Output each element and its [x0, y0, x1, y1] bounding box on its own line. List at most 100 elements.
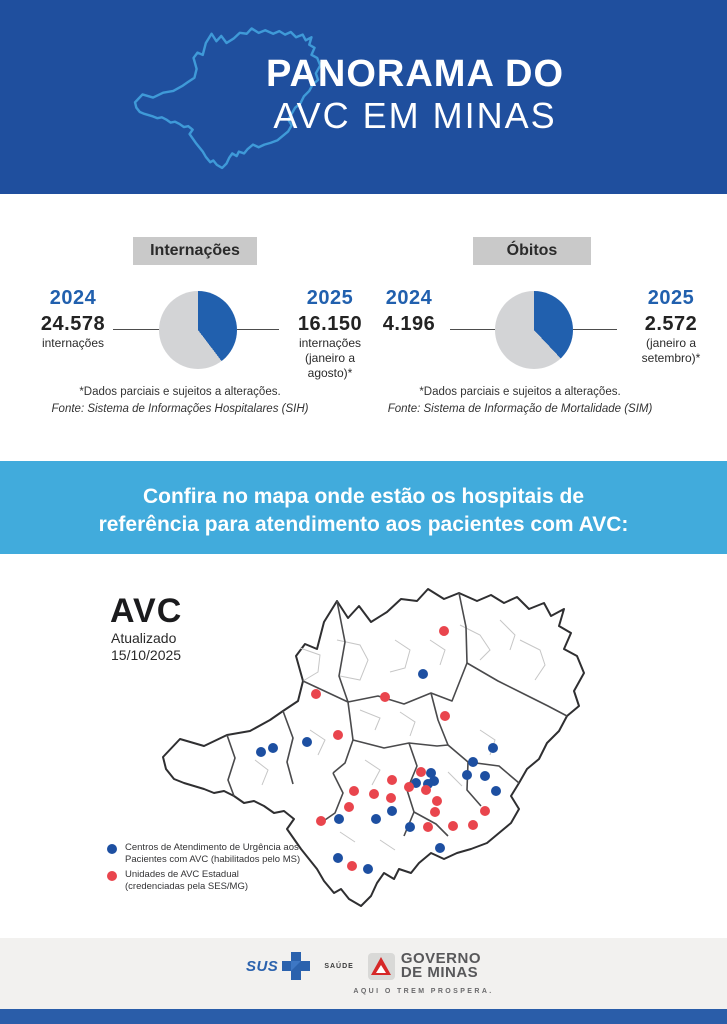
blue-hospital-dot: [405, 822, 415, 832]
internacoes-2024-year: 2024: [49, 287, 97, 309]
bottom-blue-bar: [0, 1009, 727, 1024]
blue-hospital-dot: [426, 768, 436, 778]
legend-unidades-line2: (credenciadas pela SES/MG): [125, 880, 249, 892]
blue-hospital-dot: [468, 757, 478, 767]
map-intro-text: Confira no mapa onde estão os hospitais …: [0, 483, 727, 539]
blue-hospital-dot: [334, 814, 344, 824]
legend-item-unidades-ses: Unidades de AVC Estadual (credenciadas p…: [107, 869, 347, 892]
blue-hospital-dot: [256, 747, 266, 757]
internacoes-2025-stat: 2025 16.150 internações (janeiro a agost…: [274, 287, 386, 381]
internacoes-2025-period2: agosto)*: [307, 366, 353, 380]
internacoes-2024-unit: internações: [41, 336, 105, 350]
red-hospital-dot: [311, 689, 321, 699]
red-hospital-dot: [333, 730, 343, 740]
blue-hospital-dot: [387, 806, 397, 816]
red-hospital-dot: [421, 785, 431, 795]
obitos-2025-value: 2.572: [644, 313, 698, 335]
blue-hospital-dot: [302, 737, 312, 747]
footer-band: [0, 938, 727, 1009]
red-hospital-dot: [347, 861, 357, 871]
blue-hospital-dot: [491, 786, 501, 796]
blue-dot-icon: [107, 844, 117, 854]
map-title: AVC: [110, 592, 183, 630]
map-intro-line2: referência para atendimento aos paciente…: [98, 513, 629, 536]
internacoes-pie-chart: [159, 291, 237, 369]
macroregion-borders: [226, 592, 568, 837]
map-updated-label: Atualizado: [111, 630, 177, 646]
legend-text-centros-ms: Centros de Atendimento de Urgência aos P…: [125, 842, 300, 865]
red-hospital-dot: [439, 626, 449, 636]
map-updated-date: 15/10/2025: [111, 647, 182, 663]
map-updated: Atualizado 15/10/2025: [111, 630, 181, 664]
legend-text-unidades-ses: Unidades de AVC Estadual (credenciadas p…: [125, 869, 248, 892]
map-intro-banner: [0, 461, 727, 554]
internacoes-source-text: Fonte: Sistema de Informações Hospitalar…: [51, 403, 309, 415]
page-title: PANORAMA DO AVC EM MINAS: [225, 52, 605, 136]
internacoes-2024-value: 24.578: [40, 313, 106, 335]
internacoes-2025-year: 2025: [306, 287, 354, 309]
internacoes-2025-unit: internações: [298, 336, 362, 350]
red-hospital-dot: [387, 775, 397, 785]
red-hospital-dot: [440, 711, 450, 721]
red-hospital-dot: [432, 796, 442, 806]
gov-line1: GOVERNO: [400, 950, 482, 967]
legend-centros-line1: Centros de Atendimento de Urgência aos: [125, 842, 299, 853]
obitos-2025-period2: setembro)*: [641, 351, 701, 365]
red-hospital-dot: [423, 822, 433, 832]
minas-gerais-outline-icon: [133, 27, 322, 170]
blue-hospital-dot: [462, 770, 472, 780]
sus-logo: SUS SAÚDE: [246, 952, 354, 980]
internacoes-2024-stat: 2024 24.578 internações: [17, 287, 129, 351]
blue-hospital-dot: [435, 843, 445, 853]
obitos-footnote: *Dados parciais e sujeitos a alterações.…: [358, 384, 682, 418]
minas-gerais-hospitals-map: [162, 588, 585, 907]
red-hospital-dot: [349, 786, 359, 796]
header-banner: PANORAMA DO AVC EM MINAS: [0, 0, 727, 194]
page-title-line2: AVC EM MINAS: [273, 95, 557, 136]
obitos-footnote-text: *Dados parciais e sujeitos a alterações.: [419, 386, 621, 398]
blue-hospital-dot: [418, 669, 428, 679]
sus-cross-icon: [282, 952, 311, 980]
blue-hospital-dot: [268, 743, 278, 753]
obitos-2024-year: 2024: [385, 287, 433, 309]
connector-line: [113, 329, 160, 330]
saude-label: SAÚDE: [324, 962, 354, 970]
blue-hospital-dot: [488, 743, 498, 753]
internacoes-footnote-text: *Dados parciais e sujeitos a alterações.: [79, 386, 281, 398]
legend-item-centros-ms: Centros de Atendimento de Urgência aos P…: [107, 842, 347, 865]
internacoes-section-label: Internações: [133, 237, 257, 265]
connector-line: [450, 329, 495, 330]
obitos-2025-year: 2025: [647, 287, 695, 309]
red-hospital-dot: [369, 789, 379, 799]
red-hospital-dot: [386, 793, 396, 803]
red-hospital-dot: [468, 820, 478, 830]
footer-logos: SUS SAÚDE GOVERNO DE MINAS: [0, 950, 727, 980]
blue-hospital-dot: [333, 853, 343, 863]
state-border: [162, 588, 585, 907]
governo-de-minas-logo: GOVERNO DE MINAS: [367, 950, 482, 980]
legend-unidades-line1: Unidades de AVC Estadual: [125, 869, 239, 880]
red-hospital-dot: [480, 806, 490, 816]
legend-centros-line2: Pacientes com AVC (habilitados pelo MS): [125, 853, 301, 865]
connector-line: [573, 329, 617, 330]
governo-de-minas-text: GOVERNO DE MINAS: [400, 950, 482, 980]
red-hospital-dot: [344, 802, 354, 812]
obitos-2024-value: 4.196: [382, 313, 436, 335]
blue-hospital-dot: [371, 814, 381, 824]
obitos-section-label: Óbitos: [473, 237, 591, 265]
obitos-pie-chart: [495, 291, 573, 369]
obitos-source-text: Fonte: Sistema de Informação de Mortalid…: [387, 403, 653, 415]
internacoes-2025-period1: (janeiro a: [304, 351, 356, 365]
red-hospital-dot: [448, 821, 458, 831]
red-hospital-dot: [380, 692, 390, 702]
red-hospital-dot: [404, 782, 414, 792]
blue-hospital-dot: [480, 771, 490, 781]
sus-label: SUS: [245, 957, 279, 975]
mg-triangle-icon: [367, 952, 395, 980]
connector-line: [237, 329, 279, 330]
internacoes-footnote: *Dados parciais e sujeitos a alterações.…: [18, 384, 342, 418]
obitos-2025-stat: 2025 2.572 (janeiro a setembro)*: [615, 287, 727, 366]
page-title-line1: PANORAMA DO: [265, 53, 565, 95]
gov-tagline: AQUI O TREM PROSPERA.: [353, 988, 494, 995]
